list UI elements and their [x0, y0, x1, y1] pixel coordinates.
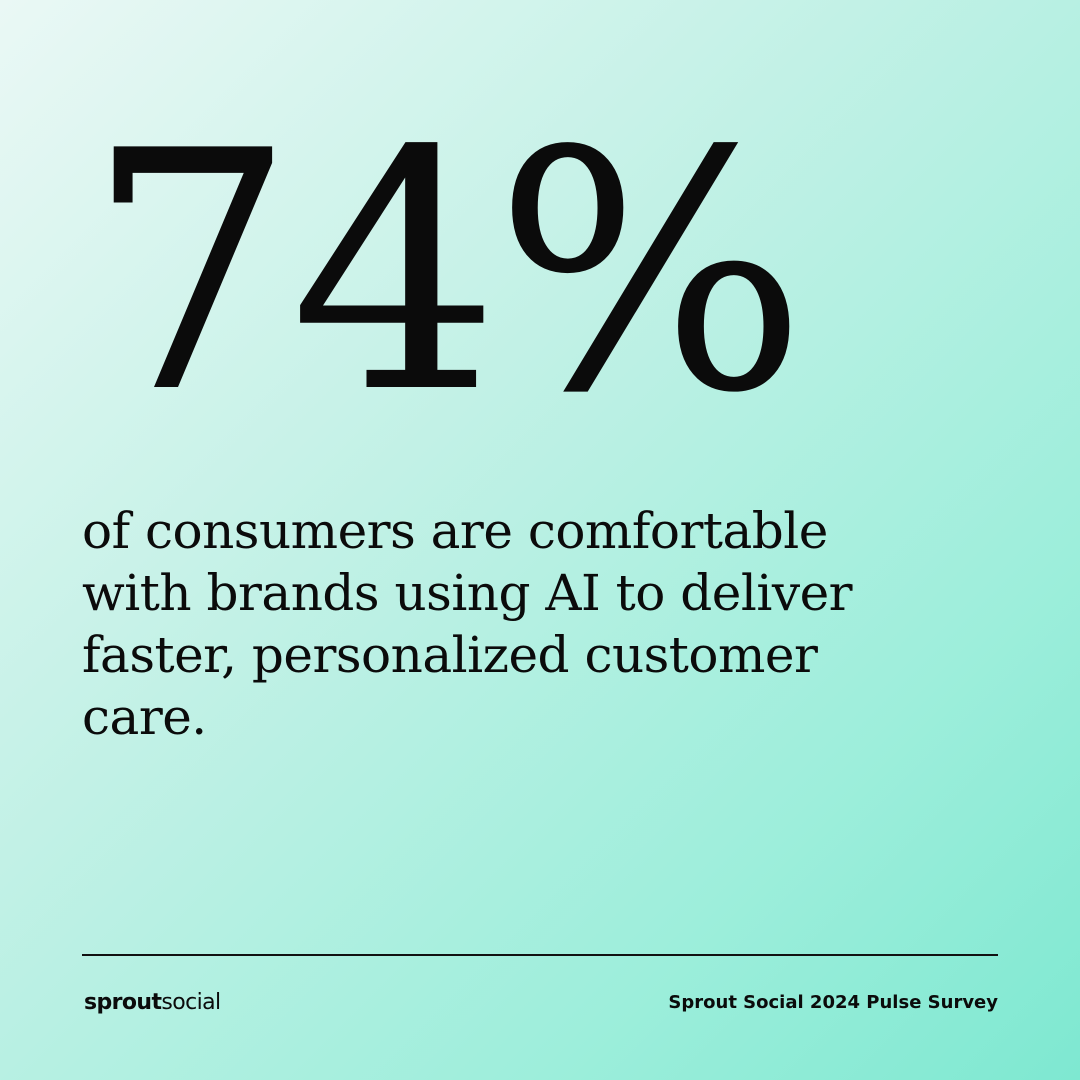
logo-light: social: [161, 990, 221, 1015]
logo: sproutsocial: [84, 990, 221, 1015]
description: of consumers are comfortable with brands…: [82, 500, 853, 748]
description-line: with brands using AI to deliver: [82, 564, 853, 622]
logo-bold: sprout: [84, 990, 162, 1015]
description-line: of consumers are comfortable: [82, 502, 828, 560]
source: Sprout Social 2024 Pulse Survey: [668, 992, 998, 1013]
stat-number: 74%: [86, 81, 807, 465]
description-line: faster, personalized customer: [82, 626, 818, 684]
description-line: care.: [82, 688, 207, 746]
divider: [82, 954, 998, 956]
